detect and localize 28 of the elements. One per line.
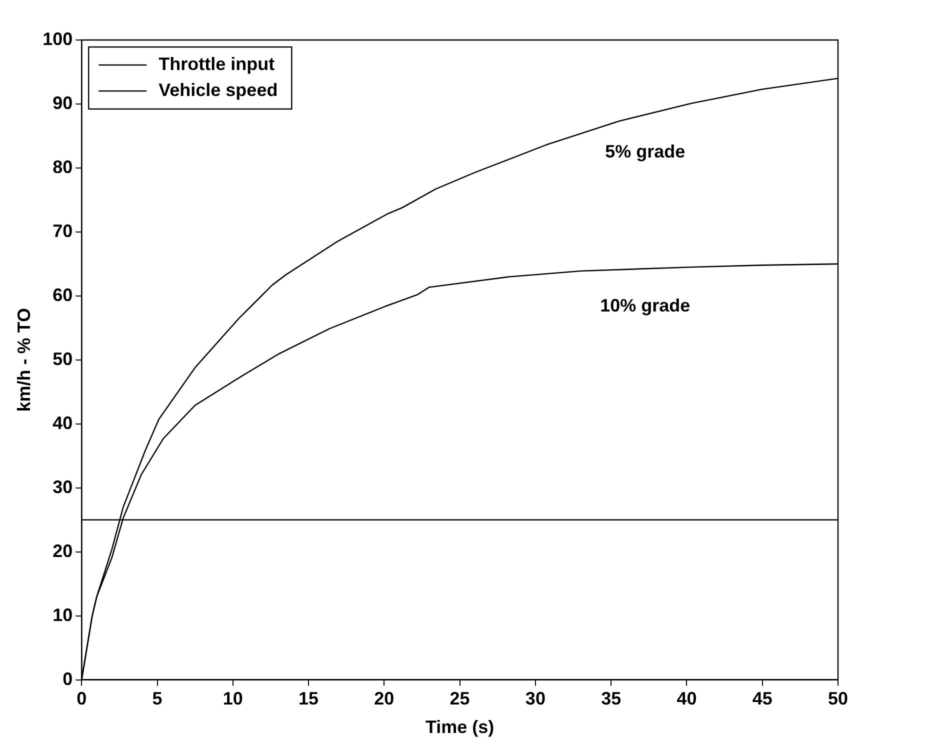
y-tick-label: 90	[52, 92, 73, 113]
y-tick-label: 10	[52, 604, 73, 625]
x-tick-label: 40	[676, 688, 697, 709]
y-tick-label: 50	[52, 348, 73, 369]
y-tick-label: 40	[52, 412, 73, 433]
y-axis-title: km/h - % TO	[14, 308, 34, 412]
x-tick-label: 0	[76, 688, 87, 709]
x-tick-label: 10	[222, 688, 243, 709]
annotation: 5% grade	[605, 142, 686, 162]
x-tick-label: 15	[298, 688, 319, 709]
y-tick-label: 100	[42, 28, 73, 49]
annotation: 10% grade	[600, 296, 690, 316]
y-tick-label: 60	[52, 284, 73, 305]
x-axis-title: Time (s)	[425, 717, 494, 738]
y-tick-label: 70	[52, 220, 73, 241]
x-tick-label: 25	[450, 688, 470, 709]
legend-label: Throttle input	[158, 54, 275, 74]
y-tick-label: 0	[62, 668, 73, 689]
y-tick-label: 30	[52, 476, 73, 497]
x-tick-label: 5	[152, 688, 162, 709]
x-tick-label: 35	[601, 688, 622, 709]
x-tick-label: 20	[374, 688, 394, 709]
y-tick-label: 20	[52, 540, 73, 561]
x-tick-label: 45	[752, 688, 772, 709]
x-tick-label: 30	[525, 688, 546, 709]
y-tick-label: 80	[52, 156, 73, 177]
x-tick-label: 50	[828, 688, 848, 709]
legend-label: Vehicle speed	[158, 80, 278, 100]
